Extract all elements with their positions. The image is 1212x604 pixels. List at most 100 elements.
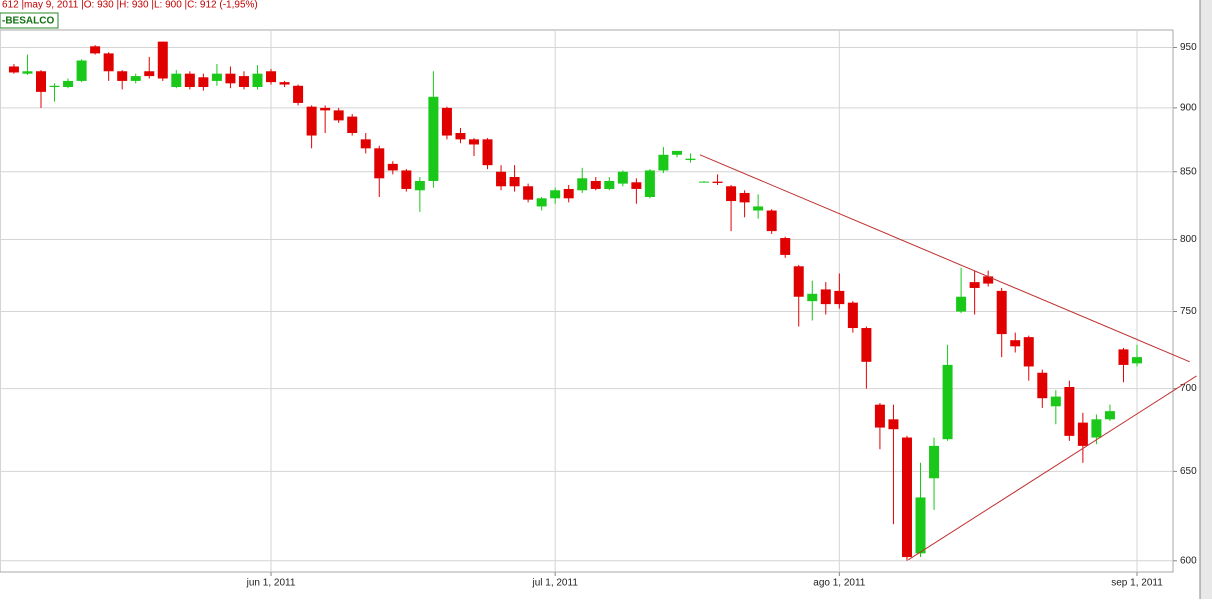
x-tick-label: jun 1, 2011 <box>246 578 296 589</box>
candle-body <box>604 180 615 189</box>
symbol: -BESALCO <box>2 16 54 27</box>
candle-body <box>428 96 439 181</box>
candle-body <box>550 190 561 199</box>
candle-body <box>820 289 831 305</box>
candle-body <box>956 296 967 312</box>
candle-body <box>320 107 331 111</box>
candle-body <box>455 132 466 140</box>
candle-body <box>49 85 60 87</box>
y-tick-label: 950 <box>1180 42 1197 53</box>
candle-body <box>1010 340 1021 347</box>
candle-body <box>306 106 317 136</box>
candle-body <box>1023 337 1034 367</box>
candle-body <box>35 71 46 92</box>
y-tick-label: 800 <box>1180 234 1197 245</box>
trendline <box>908 375 1197 561</box>
candle-body <box>1104 411 1115 420</box>
candle-body <box>374 148 385 179</box>
candle-body <box>590 180 601 189</box>
candle-body <box>266 71 277 83</box>
candle-body <box>360 139 371 149</box>
candle-body <box>577 178 588 191</box>
candle-body <box>130 76 141 81</box>
candle-body <box>1077 422 1088 446</box>
candle-body <box>834 290 845 305</box>
candle-body <box>847 302 858 329</box>
candle-body <box>807 293 818 302</box>
x-tick-label: jul 1, 2011 <box>531 578 578 589</box>
candle-body <box>414 180 425 191</box>
candle-body <box>617 171 628 184</box>
candle-body <box>144 71 155 77</box>
candle-body <box>211 73 222 81</box>
candle-body <box>103 53 114 72</box>
candle-body <box>753 206 764 211</box>
candle-body <box>90 46 101 54</box>
candle-body <box>225 73 236 84</box>
candle-body <box>523 186 534 200</box>
candle-body <box>171 73 182 87</box>
side-strip <box>1200 0 1212 599</box>
chart-title: 612 |may 9, 2011 |O: 930 |H: 930 |L: 900… <box>2 0 258 11</box>
candle-body <box>983 276 994 284</box>
candle-body <box>198 77 209 87</box>
candle-body <box>929 445 940 479</box>
candle-body <box>22 71 33 74</box>
y-tick-label: 900 <box>1180 103 1197 114</box>
plot-frame <box>0 29 1174 573</box>
candle-body <box>915 497 926 554</box>
candle-body <box>441 107 452 136</box>
y-tick-label: 700 <box>1180 383 1197 394</box>
candle-body <box>699 181 710 183</box>
candle-body <box>563 188 574 199</box>
candle-body <box>766 210 777 232</box>
candle-body <box>1037 372 1048 399</box>
y-tick-label: 850 <box>1180 166 1197 177</box>
y-tick-label: 600 <box>1180 555 1197 566</box>
candle-body <box>1091 419 1102 438</box>
candle-body <box>482 139 493 166</box>
candle-body <box>293 85 304 103</box>
candle-body <box>1132 357 1143 364</box>
candle-body <box>1050 396 1061 407</box>
candle-body <box>8 66 19 73</box>
candle-body <box>1064 387 1075 436</box>
candle-body <box>509 177 520 187</box>
candle-body <box>76 60 87 81</box>
candle-body <box>996 290 1007 335</box>
candle-body <box>387 163 398 171</box>
candle-body <box>401 170 412 189</box>
candle-body <box>942 364 953 440</box>
candle-body <box>793 266 804 297</box>
candle-body <box>468 139 479 145</box>
candle-body <box>536 198 547 207</box>
candle-body <box>496 171 507 187</box>
candle-body <box>238 76 249 87</box>
x-tick-label: ago 1, 2011 <box>813 578 866 589</box>
candle-body <box>726 186 737 202</box>
candle-body <box>644 170 655 197</box>
trendline <box>699 154 1190 363</box>
candle-body <box>874 404 885 428</box>
y-tick-label: 650 <box>1180 466 1197 477</box>
candle-body <box>184 73 195 87</box>
candle-body <box>712 181 723 183</box>
candle-body <box>1118 349 1129 365</box>
y-tick-label: 750 <box>1180 306 1197 317</box>
candle-body <box>861 328 872 362</box>
candle-body <box>279 82 290 85</box>
candle-body <box>631 182 642 189</box>
x-tick-label: sep 1, 2011 <box>1111 578 1163 589</box>
candle-body <box>901 437 912 558</box>
candle-body <box>347 116 358 133</box>
candle-body <box>780 238 791 255</box>
symbol-box <box>0 12 59 29</box>
candle-body <box>969 282 980 288</box>
candle-body <box>63 80 74 87</box>
candle-body <box>739 192 750 203</box>
candle-body <box>671 150 682 155</box>
candle-body <box>333 110 344 121</box>
candle-body <box>658 154 669 171</box>
